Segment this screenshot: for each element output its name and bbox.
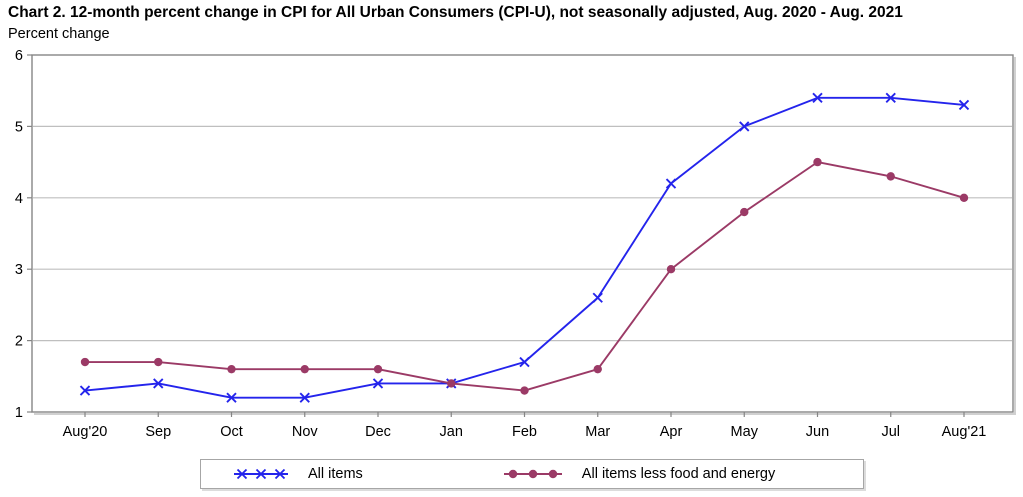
x-tick-label: Mar xyxy=(585,424,610,440)
legend-label-all-items: All items xyxy=(308,466,363,482)
x-tick-label: Aug'21 xyxy=(942,424,987,440)
marker-x xyxy=(79,385,91,396)
x-tick-label: Apr xyxy=(660,424,683,440)
marker-x xyxy=(226,392,237,403)
y-axis-unit-label: Percent change xyxy=(8,26,110,42)
x-tick-label: Jan xyxy=(440,424,463,440)
series-core xyxy=(80,157,969,395)
x-tick-label: Jun xyxy=(806,424,829,440)
marker-x xyxy=(236,468,248,480)
x-tick-label: Nov xyxy=(292,424,319,440)
marker-dot xyxy=(593,364,602,374)
marker-x xyxy=(299,392,310,403)
legend-item-all-items: All items xyxy=(232,466,363,482)
marker-dot xyxy=(373,364,383,374)
marker-x xyxy=(958,99,970,111)
marker-dot xyxy=(80,357,90,367)
marker-x xyxy=(372,378,384,389)
legend: All items All items less food and energy xyxy=(200,459,864,489)
y-tick-label: 2 xyxy=(15,334,23,350)
marker-x xyxy=(153,378,164,389)
marker-x xyxy=(739,121,750,132)
y-tick-label: 1 xyxy=(15,405,23,421)
x-tick-label: Feb xyxy=(512,424,537,440)
marker-dot xyxy=(548,469,557,479)
y-tick-label: 3 xyxy=(15,262,23,278)
x-tick-label: Sep xyxy=(145,424,171,440)
legend-label-core: All items less food and energy xyxy=(581,466,776,482)
marker-dot xyxy=(666,265,676,274)
y-tick-label: 4 xyxy=(15,191,23,207)
y-tick-label: 5 xyxy=(15,119,23,135)
legend-item-core: All items less food and energy xyxy=(502,466,775,482)
chart-title: Chart 2. 12-month percent change in CPI … xyxy=(8,4,903,21)
marker-x xyxy=(592,292,603,303)
y-tick-label: 6 xyxy=(15,48,23,64)
x-tick-label: May xyxy=(731,424,759,440)
marker-dot xyxy=(528,469,537,479)
marker-dot xyxy=(813,157,822,167)
marker-x xyxy=(812,92,823,104)
marker-dot xyxy=(740,207,749,217)
x-tick-label: Dec xyxy=(365,424,391,440)
marker-dot xyxy=(959,193,969,202)
marker-dot xyxy=(447,379,456,388)
marker-x xyxy=(519,356,530,368)
marker-x xyxy=(274,468,286,480)
marker-dot xyxy=(886,172,895,181)
marker-dot xyxy=(300,364,309,374)
marker-dot xyxy=(520,386,529,395)
x-tick-label: Aug'20 xyxy=(63,424,108,440)
legend-swatch-all-items-icon xyxy=(234,468,288,480)
plot-area: 1 2 3 4 5 6 Aug'20 Sep Oct Nov Dec Jan Feb Mar Apr May J… xyxy=(15,48,1016,440)
x-axis: Aug'20 Sep Oct Nov Dec Jan Feb Mar Apr May Jun Jul A… xyxy=(63,412,987,440)
marker-dot xyxy=(154,357,163,367)
x-tick-label: Oct xyxy=(220,424,243,440)
y-axis: 1 2 3 4 5 6 xyxy=(15,48,32,421)
plot-frame-shadow xyxy=(34,57,1016,415)
plot-frame xyxy=(31,54,1014,413)
marker-dot xyxy=(227,364,236,374)
marker-dot xyxy=(508,469,517,479)
legend-swatch-core-icon xyxy=(503,469,562,479)
marker-x xyxy=(665,178,677,189)
marker-x xyxy=(255,468,267,480)
gridlines xyxy=(33,125,1012,342)
x-tick-label: Jul xyxy=(881,424,900,440)
series-all-items xyxy=(79,92,970,403)
marker-x xyxy=(885,92,896,104)
